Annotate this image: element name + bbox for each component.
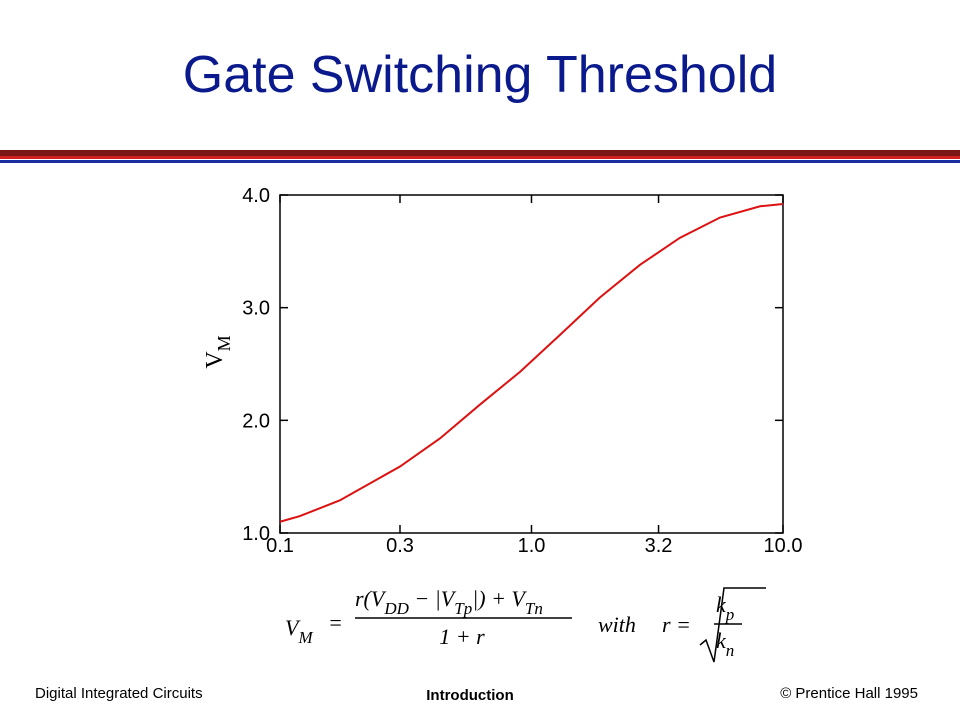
formula-k-bottom: kn [716, 628, 734, 660]
y-tick-label: 3.0 [242, 298, 270, 320]
formula-text: Tn [525, 599, 543, 618]
data-line [279, 203, 784, 523]
footer-left: Digital Integrated Circuits [35, 685, 203, 702]
y-label-main: V [202, 351, 228, 369]
formula-text: V [285, 615, 301, 640]
sqrt-sign [699, 587, 766, 663]
formula-text: r(V [355, 586, 387, 611]
formula-text: Tp [454, 599, 472, 618]
y-tick-label: 2.0 [242, 410, 270, 432]
formula-lhs: VM [285, 615, 313, 647]
formula-k-top: kp [716, 592, 734, 624]
formula-text: |) + V [472, 586, 527, 611]
formula-numerator: r(VDD − |VTp|) + VTn [355, 586, 543, 618]
footer-center: Introduction [426, 687, 513, 704]
header-bar [0, 156, 960, 159]
header-bar [0, 150, 960, 156]
header-bar [0, 160, 960, 163]
formula-denominator: 1 + r [439, 624, 485, 649]
y-label-sub: M [214, 335, 234, 351]
x-tick-label: 0.1 [266, 535, 294, 557]
y-axis-label: VM [202, 335, 234, 368]
formula-eq: = [328, 610, 343, 635]
x-tick-label: 10.0 [764, 535, 803, 557]
y-tick-label: 1.0 [242, 523, 270, 545]
formula-text: M [297, 628, 313, 647]
formula: VM = r(VDD − |VTp|) + VTn 1 + r with r =… [285, 586, 766, 663]
y-tick-label: 4.0 [242, 185, 270, 207]
formula-text: k [716, 628, 727, 653]
footer-right: © Prentice Hall 1995 [780, 685, 918, 702]
formula-text: n [726, 641, 735, 660]
x-tick-label: 1.0 [518, 535, 546, 557]
formula-text: DD [383, 599, 409, 618]
formula-with: with [598, 612, 636, 637]
x-tick-label: 0.3 [386, 535, 414, 557]
formula-r: r = [662, 612, 691, 637]
slide-title: Gate Switching Threshold [183, 46, 777, 104]
formula-text: − |V [409, 586, 457, 611]
x-tick-label: 3.2 [645, 535, 673, 557]
formula-text: p [725, 605, 735, 624]
formula-text: k [716, 592, 727, 617]
